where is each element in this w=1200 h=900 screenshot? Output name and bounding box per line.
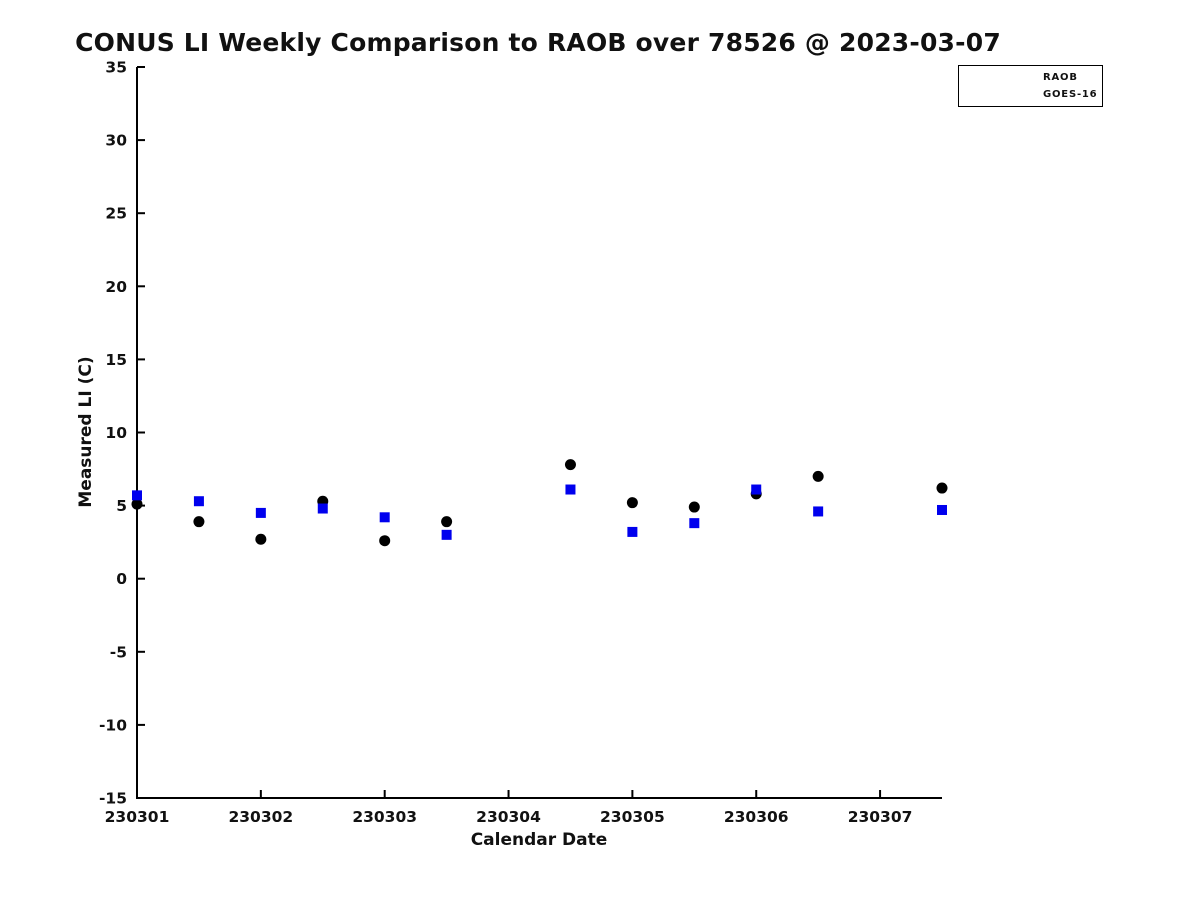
legend-goes16-label: GOES-16 — [1043, 89, 1098, 100]
y-tick-label: 5 — [116, 497, 127, 515]
goes16-marker — [317, 503, 328, 514]
x-tick-label: 230305 — [600, 808, 665, 826]
goes16-marker — [132, 490, 142, 501]
raob-marker — [441, 516, 453, 528]
legend-raob-circle-icon — [997, 73, 1008, 84]
y-tick-label: 15 — [105, 351, 127, 369]
x-tick-label: 230301 — [105, 808, 170, 826]
raob-marker — [564, 459, 576, 471]
x-tick-label: 230306 — [724, 808, 789, 826]
raob-marker — [193, 516, 205, 528]
x-tick-label: 230304 — [476, 808, 541, 826]
y-tick-label: 0 — [116, 570, 127, 588]
raob-marker — [626, 497, 638, 509]
chart-title: CONUS LI Weekly Comparison to RAOB over … — [75, 28, 1001, 57]
goes16-marker — [689, 518, 700, 529]
raob-marker — [812, 470, 824, 482]
goes16-marker — [193, 496, 204, 507]
legend-goes16-square-icon — [998, 91, 1008, 101]
goes16-marker — [379, 512, 390, 523]
goes16-marker — [813, 506, 824, 517]
raob-marker — [379, 535, 391, 547]
goes16-marker — [627, 526, 638, 537]
y-tick-label: -15 — [99, 790, 127, 808]
y-tick-label: 10 — [105, 424, 127, 442]
goes16-marker — [565, 484, 576, 495]
y-tick-label: 20 — [105, 278, 127, 296]
raob-marker — [688, 501, 700, 513]
goes16-marker — [255, 507, 266, 518]
legend-raob-label: RAOB — [1043, 72, 1078, 83]
y-tick-label: 25 — [105, 205, 127, 223]
raob-marker — [131, 498, 143, 510]
goes16-marker — [441, 529, 452, 540]
legend-box: RAOB GOES-16 — [958, 65, 1103, 107]
y-tick-label: -10 — [99, 716, 127, 734]
y-axis-label: Measured LI (C) — [76, 356, 96, 508]
goes16-marker — [937, 504, 947, 515]
x-tick-label: 230303 — [352, 808, 417, 826]
y-tick-label: 30 — [105, 132, 127, 150]
raob-marker — [936, 482, 948, 494]
y-tick-label: 35 — [105, 59, 127, 77]
x-tick-label: 230302 — [228, 808, 293, 826]
raob-marker — [255, 533, 267, 545]
goes16-marker — [751, 484, 762, 495]
y-tick-label: -5 — [110, 643, 127, 661]
x-axis-label: Calendar Date — [470, 830, 608, 850]
x-tick-label: 230307 — [848, 808, 913, 826]
